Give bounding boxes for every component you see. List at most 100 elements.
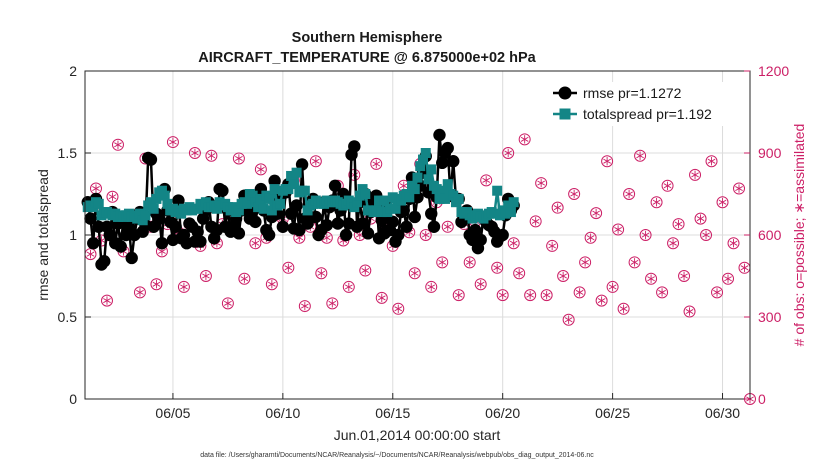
series-0-point-33 [172, 194, 185, 207]
obs-marker-87 [562, 313, 575, 326]
x-tick-label-1: 06/10 [265, 405, 300, 421]
obs-marker-103 [650, 196, 663, 209]
series-0-point-115 [397, 204, 410, 217]
obs-marker-77 [507, 237, 520, 250]
series-1-point-62 [253, 202, 264, 213]
obs-marker-98 [623, 188, 636, 200]
series-layer [81, 128, 520, 271]
obs-marker-94 [601, 155, 614, 168]
obs-marker-85 [551, 201, 564, 214]
obs-marker-74 [491, 261, 504, 274]
obs-marker-30 [249, 237, 262, 250]
series-1-point-29 [162, 198, 173, 209]
series-0-point-16 [125, 251, 138, 265]
y-right-tick-label-1: 300 [758, 309, 782, 325]
obs-marker-119 [738, 261, 751, 274]
obs-marker-114 [711, 286, 724, 299]
series-1-point-24 [148, 203, 159, 214]
series-0-point-12 [114, 240, 127, 253]
series-1-point-127 [431, 184, 442, 195]
y-tick-label-2: 1 [69, 227, 77, 243]
series-0-point-49 [216, 184, 229, 197]
series-0-point-27 [155, 237, 169, 250]
series-0-point-76 [290, 199, 303, 212]
obs-marker-53 [375, 291, 388, 304]
x-axis-label: Jun.01,2014 00:00:00 start [334, 427, 501, 443]
left-axis: 0 0.5 1 1.5 2 [58, 63, 91, 407]
obs-marker-61 [419, 229, 432, 241]
x-tick-label-0: 06/05 [155, 405, 190, 421]
series-1-point-79 [299, 185, 310, 196]
series-0-point-61 [249, 215, 262, 229]
obs-marker-112 [700, 229, 713, 241]
legend-box [551, 82, 740, 126]
series-0-point-128 [433, 128, 446, 142]
obs-marker-106 [667, 237, 680, 250]
obs-marker-78 [513, 267, 526, 280]
obs-marker-67 [452, 289, 465, 302]
series-1-point-153 [503, 200, 514, 211]
series-0-point-94 [339, 228, 353, 242]
obs-marker-15 [166, 136, 179, 149]
obs-marker-42 [315, 267, 328, 280]
series-0-point-55 [232, 227, 246, 240]
obs-marker-118 [733, 182, 746, 195]
obs-marker-115 [716, 196, 729, 209]
series-1-point-98 [352, 197, 363, 208]
series-1-point-64 [258, 203, 269, 214]
x-tick-label-2: 06/15 [375, 405, 410, 421]
series-0-point-116 [400, 220, 413, 233]
obs-marker-65 [441, 220, 454, 233]
series-0-point-119 [408, 210, 421, 224]
legend-rmse-label: rmse pr=1.1272 [583, 85, 682, 101]
series-1-point-63 [255, 193, 266, 204]
series-0-point-87 [320, 218, 334, 232]
series-1-point-112 [390, 203, 401, 214]
obs-marker-96 [612, 223, 625, 236]
y-right-tick-label-3: 900 [758, 145, 782, 161]
series-1-point-135 [453, 193, 464, 204]
series-1-point-55 [233, 205, 244, 216]
obs-marker-102 [645, 272, 658, 285]
obs-marker-5 [111, 138, 124, 151]
obs-marker-33 [265, 278, 278, 291]
series-1-point-107 [376, 207, 387, 218]
series-1-point-148 [489, 208, 500, 219]
series-0-point-1 [84, 212, 97, 225]
series-1-point-111 [387, 192, 398, 203]
series-0-point-102 [361, 227, 375, 240]
series-1-point-124 [423, 174, 434, 185]
series-0-point-71 [276, 220, 290, 233]
series-1-point-19 [134, 208, 145, 219]
legend: rmse pr=1.1272 totalspread pr=1.192 [551, 82, 740, 126]
series-1-point-155 [508, 197, 519, 208]
series-0-point-126 [427, 220, 441, 233]
series-1-point-75 [288, 179, 299, 190]
obs-marker-31 [254, 163, 267, 176]
series-1-point-128 [434, 193, 445, 204]
obs-marker-59 [408, 267, 421, 280]
series-1-point-25 [151, 193, 162, 204]
obs-marker-109 [683, 305, 696, 318]
obs-marker-27 [232, 152, 245, 165]
series-1-point-122 [417, 154, 428, 165]
series-0-point-78 [295, 158, 309, 171]
series-0-point-120 [411, 191, 424, 204]
legend-rmse-marker [558, 86, 572, 100]
obs-marker-101 [639, 229, 652, 241]
legend-spread-label: totalspread pr=1.192 [583, 106, 712, 122]
footnote: data file: /Users/gharamti/Documents/NCA… [200, 452, 594, 459]
obs-marker-82 [535, 177, 548, 190]
series-1-point-99 [354, 190, 365, 201]
series-0-point-6 [98, 255, 111, 268]
series-0-point-90 [328, 179, 342, 192]
series-1-point-106 [374, 195, 385, 206]
obs-marker-90 [579, 256, 592, 269]
obs-marker-9 [133, 286, 146, 299]
obs-marker-88 [568, 188, 581, 200]
obs-marker-79 [518, 133, 531, 146]
series-0-point-113 [392, 228, 405, 242]
series-0-point-111 [386, 215, 399, 229]
series-1-point-76 [291, 167, 302, 178]
